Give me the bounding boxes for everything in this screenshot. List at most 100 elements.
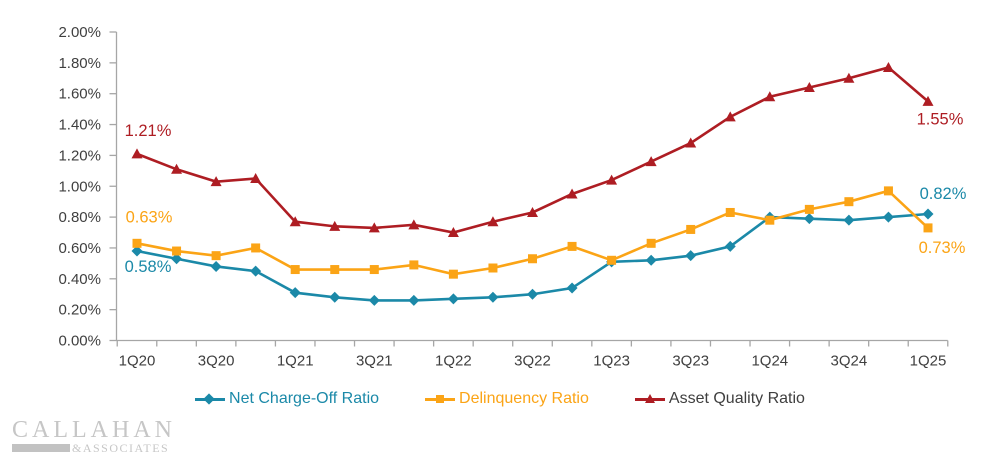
marker-square-delinquency-ratio [725, 207, 735, 217]
marker-diamond-net-charge-off-ratio [250, 265, 262, 277]
triangle-marker-icon [634, 392, 665, 406]
legend-item-delinquency-ratio: Delinquency Ratio [425, 390, 589, 408]
logo-wordmark: CALLAHAN [12, 417, 176, 443]
y-axis-tick-label: 1.60% [58, 86, 101, 103]
marker-triangle-asset-quality-ratio [685, 137, 697, 148]
square-marker-icon [425, 392, 456, 406]
chart-legend: Net Charge-Off Ratio Delinquency Ratio A… [0, 383, 1000, 415]
marker-triangle-asset-quality-ratio [131, 148, 143, 159]
marker-square-delinquency-ratio [765, 215, 775, 225]
marker-diamond-net-charge-off-ratio [408, 294, 420, 306]
y-axis-tick-label: 0.00% [58, 333, 101, 350]
marker-square-delinquency-ratio [686, 224, 696, 234]
line-chart: 0.00% 0.20% 0.40% 0.60% 0.80% 1.00% 1.20% 1.40%… [58, 24, 967, 370]
marker-triangle-asset-quality-ratio [843, 72, 855, 83]
marker-square-delinquency-ratio [132, 238, 142, 248]
marker-triangle-asset-quality-ratio [566, 188, 578, 199]
marker-square-delinquency-ratio [844, 197, 854, 207]
y-axis-tick-label: 0.80% [58, 209, 101, 226]
marker-triangle-asset-quality-ratio [606, 174, 618, 185]
legend-item-asset-quality-ratio: Asset Quality Ratio [634, 390, 805, 408]
marker-square-delinquency-ratio [567, 241, 577, 251]
y-axis-tick-label: 1.80% [58, 55, 101, 72]
data-label-net-charge-off-ratio-first: 0.58% [125, 258, 172, 276]
marker-diamond-net-charge-off-ratio [329, 291, 341, 303]
x-axis-tick-label: 1Q20 [119, 353, 156, 370]
logo-subname: ASSOCIATES [82, 441, 170, 455]
marker-triangle-asset-quality-ratio [447, 227, 459, 238]
marker-diamond-net-charge-off-ratio [724, 240, 736, 252]
marker-triangle-asset-quality-ratio [171, 163, 183, 174]
marker-diamond-net-charge-off-ratio [289, 287, 301, 299]
x-axis-tick-label: 1Q25 [910, 353, 947, 370]
y-axis-tick-label: 1.00% [58, 178, 101, 195]
marker-triangle-asset-quality-ratio [724, 111, 736, 122]
y-axis-tick-label: 0.20% [58, 302, 101, 319]
y-axis-tick-label: 2.00% [58, 24, 101, 41]
marker-diamond-net-charge-off-ratio [368, 294, 380, 306]
marker-square-delinquency-ratio [607, 255, 617, 265]
marker-square-delinquency-ratio [251, 243, 261, 253]
marker-diamond-net-charge-off-ratio [843, 214, 855, 226]
x-axis-tick-label: 1Q24 [751, 353, 788, 370]
marker-diamond-net-charge-off-ratio [566, 282, 578, 294]
marker-triangle-asset-quality-ratio [329, 220, 341, 231]
marker-square-delinquency-ratio [172, 246, 182, 256]
data-label-delinquency-ratio-first: 0.63% [126, 208, 173, 226]
marker-triangle-asset-quality-ratio [250, 173, 262, 184]
marker-triangle-asset-quality-ratio [527, 206, 538, 217]
x-axis-tick-label: 3Q21 [356, 353, 393, 370]
marker-square-delinquency-ratio [448, 269, 458, 279]
y-axis-tick-label: 0.40% [58, 271, 101, 288]
data-label-net-charge-off-ratio-last: 0.82% [920, 185, 967, 203]
marker-square-delinquency-ratio [528, 254, 537, 264]
x-axis-tick-label: 3Q20 [198, 353, 235, 370]
marker-diamond-net-charge-off-ratio [171, 253, 183, 265]
marker-square-delinquency-ratio [923, 223, 933, 233]
marker-triangle-asset-quality-ratio [289, 216, 301, 227]
marker-diamond-net-charge-off-ratio [645, 254, 657, 266]
x-axis-tick-label: 1Q21 [277, 353, 314, 370]
marker-square-delinquency-ratio [883, 186, 893, 196]
x-axis-tick-label: 3Q22 [514, 353, 551, 370]
marker-triangle-asset-quality-ratio [408, 219, 420, 230]
marker-diamond-net-charge-off-ratio [131, 245, 143, 257]
marker-triangle-asset-quality-ratio [645, 156, 657, 167]
diamond-marker-icon [195, 392, 226, 406]
data-label-delinquency-ratio-last: 0.73% [919, 239, 966, 257]
marker-diamond-net-charge-off-ratio [487, 291, 499, 303]
x-axis-tick-label: 3Q24 [831, 353, 868, 370]
data-label-asset-quality-ratio-first: 1.21% [125, 122, 172, 140]
legend-item-net-charge-off-ratio: Net Charge-Off Ratio [195, 390, 379, 408]
marker-triangle-asset-quality-ratio [803, 82, 815, 93]
marker-triangle-asset-quality-ratio [210, 176, 222, 187]
marker-triangle-asset-quality-ratio [368, 222, 380, 233]
marker-square-delinquency-ratio [804, 204, 814, 214]
marker-square-delinquency-ratio [409, 260, 419, 270]
marker-triangle-asset-quality-ratio [764, 91, 776, 102]
marker-diamond-net-charge-off-ratio [803, 213, 815, 225]
marker-square-delinquency-ratio [290, 265, 300, 275]
data-label-asset-quality-ratio-last: 1.55% [917, 110, 964, 128]
marker-diamond-net-charge-off-ratio [527, 288, 538, 300]
marker-diamond-net-charge-off-ratio [922, 208, 934, 220]
marker-square-delinquency-ratio [646, 238, 656, 248]
legend-label-net-charge-off-ratio: Net Charge-Off Ratio [229, 390, 380, 407]
logo-ampersand: & [72, 441, 83, 455]
callahan-associates-logo: CALLAHAN & ASSOCIATES [12, 417, 176, 455]
marker-square-delinquency-ratio [211, 251, 221, 261]
marker-diamond-net-charge-off-ratio [685, 250, 697, 262]
marker-square-delinquency-ratio [369, 265, 379, 275]
logo-bar [12, 444, 70, 452]
marker-diamond-net-charge-off-ratio [210, 260, 222, 272]
y-axis-tick-label: 1.40% [58, 117, 101, 134]
y-axis-tick-label: 1.20% [58, 147, 101, 164]
legend-label-asset-quality-ratio: Asset Quality Ratio [668, 390, 805, 407]
x-axis-tick-label: 1Q22 [435, 353, 472, 370]
y-axis-tick-label: 0.60% [58, 240, 101, 257]
chart-svg: 0.00% 0.20% 0.40% 0.60% 0.80% 1.00% 1.20% 1.40%… [58, 24, 967, 370]
marker-square-delinquency-ratio [488, 263, 498, 273]
marker-triangle-asset-quality-ratio [922, 95, 934, 106]
marker-diamond-net-charge-off-ratio [882, 211, 894, 223]
marker-triangle-asset-quality-ratio [487, 216, 499, 227]
